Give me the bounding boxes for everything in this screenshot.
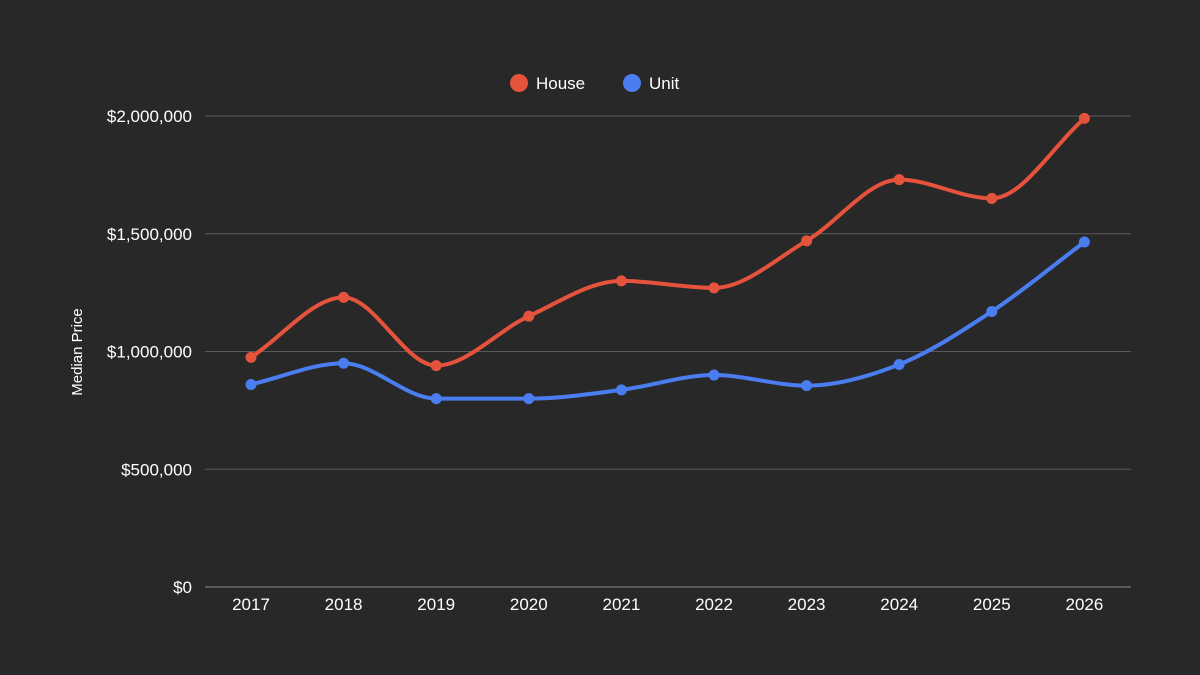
x-tick-label: 2022	[695, 595, 733, 614]
series-line-house	[249, 116, 1087, 368]
data-point-unit[interactable]	[893, 358, 905, 370]
data-point-house[interactable]	[893, 174, 905, 186]
data-point-unit[interactable]	[801, 380, 813, 392]
legend-item-house[interactable]: House	[510, 74, 585, 93]
series-unit	[245, 236, 1090, 405]
y-tick-label: $1,000,000	[107, 343, 192, 362]
gridlines	[205, 115, 1131, 588]
series-house	[245, 112, 1090, 372]
y-axis-label: Median Price	[69, 308, 86, 396]
legend-marker-house	[510, 74, 528, 92]
y-tick-label: $2,000,000	[107, 107, 192, 126]
legend[interactable]: House Unit	[510, 74, 680, 93]
x-tick-label: 2023	[788, 595, 826, 614]
legend-label-house: House	[536, 74, 585, 93]
data-point-unit[interactable]	[245, 378, 257, 390]
x-tick-label: 2024	[880, 595, 918, 614]
legend-item-unit[interactable]: Unit	[623, 74, 680, 93]
data-point-house[interactable]	[338, 291, 350, 303]
data-point-house[interactable]	[1078, 112, 1090, 124]
data-point-unit[interactable]	[523, 393, 535, 405]
y-tick-label: $1,500,000	[107, 225, 192, 244]
data-point-house[interactable]	[430, 360, 442, 372]
y-tick-label: $500,000	[121, 460, 192, 479]
x-tick-label: 2021	[602, 595, 640, 614]
x-tick-label: 2019	[417, 595, 455, 614]
data-point-unit[interactable]	[430, 393, 442, 405]
legend-marker-unit	[623, 74, 641, 92]
legend-label-unit: Unit	[649, 74, 680, 93]
data-point-house[interactable]	[986, 192, 998, 204]
y-tick-label: $0	[173, 578, 192, 597]
data-point-house[interactable]	[801, 235, 813, 247]
x-tick-label: 2020	[510, 595, 548, 614]
data-point-house[interactable]	[523, 310, 535, 322]
x-tick-label: 2025	[973, 595, 1011, 614]
series-line-unit	[249, 239, 1087, 401]
data-point-unit[interactable]	[615, 384, 627, 396]
data-point-house[interactable]	[245, 351, 257, 363]
data-point-unit[interactable]	[708, 369, 720, 381]
data-point-unit[interactable]	[1078, 236, 1090, 248]
series-lines	[245, 112, 1090, 405]
data-point-unit[interactable]	[338, 357, 350, 369]
x-tick-label: 2018	[325, 595, 363, 614]
x-tick-label: 2017	[232, 595, 270, 614]
x-tick-label: 2026	[1065, 595, 1103, 614]
data-point-house[interactable]	[708, 282, 720, 294]
data-point-house[interactable]	[615, 275, 627, 287]
x-axis-ticks: 2017 2018 2019 2020 2021 2022 2023 2024 2025 2026	[232, 595, 1103, 614]
y-axis-ticks: $0 $500,000 $1,000,000 $1,500,000 $2,000,000	[107, 107, 192, 597]
data-point-unit[interactable]	[986, 305, 998, 317]
